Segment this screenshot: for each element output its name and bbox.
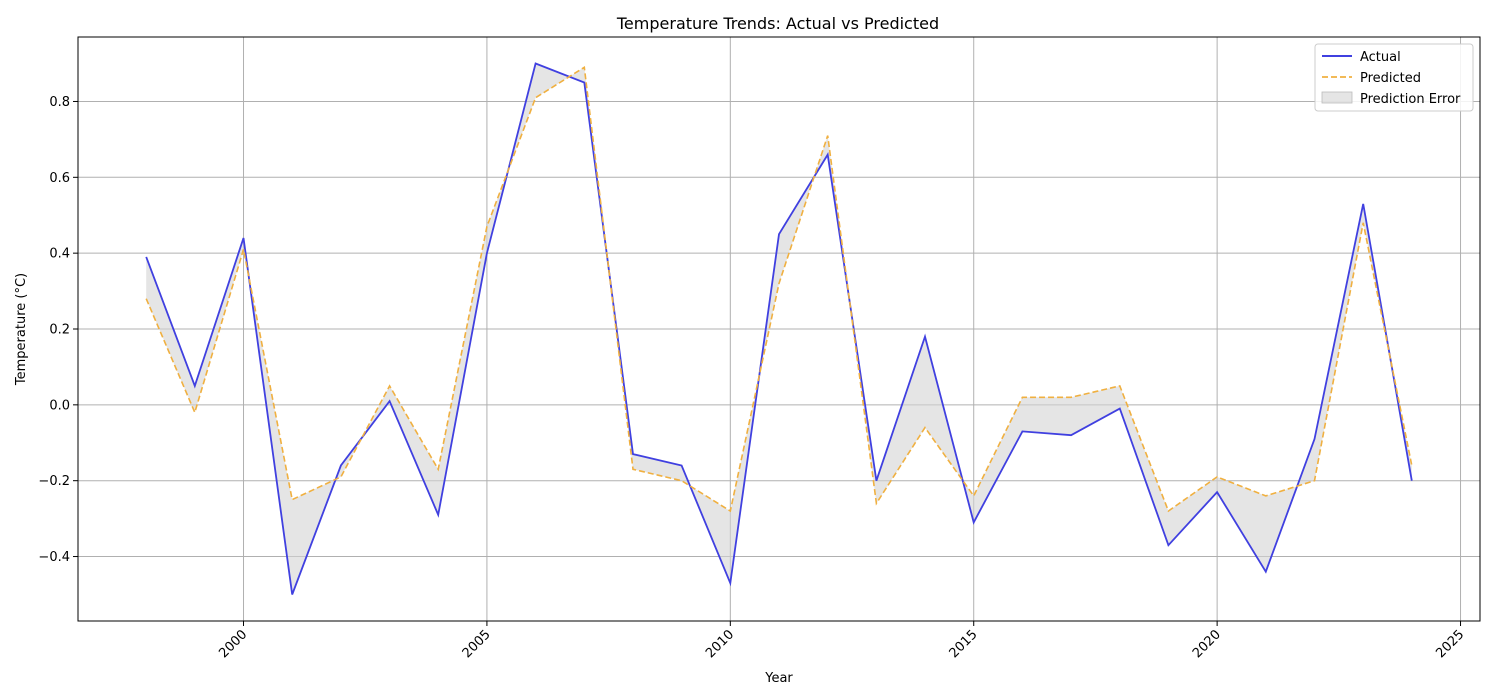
point-actual-2015	[972, 520, 976, 524]
point-predicted-2002	[339, 475, 343, 479]
point-predicted-2024	[1410, 464, 1414, 468]
point-actual-2006	[534, 62, 538, 66]
point-actual-2017	[1069, 433, 1073, 437]
point-actual-1998	[144, 255, 148, 259]
point-predicted-2023	[1361, 221, 1365, 225]
y-tick-label-5: 0.6	[49, 171, 70, 186]
point-predicted-2008	[631, 467, 635, 471]
point-predicted-2014	[923, 426, 927, 430]
point-actual-2014	[923, 335, 927, 339]
x-tick-label-1: 2005	[460, 627, 494, 661]
point-actual-2011	[777, 232, 781, 236]
x-tick-label-4: 2020	[1190, 627, 1224, 661]
y-tick-label-6: 0.8	[49, 95, 70, 110]
point-actual-2018	[1118, 407, 1122, 411]
point-actual-2016	[1020, 429, 1024, 433]
point-predicted-2017	[1069, 395, 1073, 399]
y-tick-label-1: −0.2	[38, 474, 70, 489]
point-predicted-2021	[1264, 494, 1268, 498]
legend-box	[1314, 43, 1474, 112]
point-predicted-2001	[290, 498, 294, 502]
point-predicted-2018	[1118, 384, 1122, 388]
point-predicted-2005	[485, 225, 489, 229]
point-predicted-1998	[144, 297, 148, 301]
grid-lines	[78, 37, 1480, 621]
x-tick-label-5: 2025	[1433, 627, 1467, 661]
point-actual-2001	[290, 592, 294, 596]
point-predicted-2013	[874, 501, 878, 505]
legend-label-actual: Actual	[1360, 50, 1401, 65]
point-predicted-2016	[1020, 395, 1024, 399]
point-predicted-2022	[1312, 479, 1316, 483]
point-predicted-2006	[534, 96, 538, 100]
x-tick-label-3: 2015	[947, 627, 981, 661]
legend: Actual Predicted Prediction Error	[1314, 43, 1474, 112]
point-actual-2020	[1215, 490, 1219, 494]
point-actual-2022	[1312, 437, 1316, 441]
point-actual-2004	[436, 513, 440, 517]
chart-title: Temperature Trends: Actual vs Predicted	[616, 14, 939, 33]
point-actual-2010	[728, 581, 732, 585]
legend-label-predicted: Predicted	[1360, 71, 1421, 86]
y-tick-label-3: 0.2	[49, 323, 70, 338]
point-actual-2005	[485, 251, 489, 255]
point-actual-2012	[826, 153, 830, 157]
series-line-actual	[145, 62, 1413, 595]
point-actual-2019	[1166, 543, 1170, 547]
x-axis-ticks: 2000 2005 2010 2015 2020 2025	[216, 621, 1467, 661]
point-actual-1999	[193, 384, 197, 388]
x-tick-label-2: 2010	[703, 627, 737, 661]
point-predicted-2009	[680, 479, 684, 483]
point-predicted-2015	[972, 494, 976, 498]
point-actual-2002	[339, 464, 343, 468]
x-tick-label-0: 2000	[216, 627, 250, 661]
series-lines	[144, 62, 1414, 596]
series-line-predicted	[145, 65, 1413, 513]
point-actual-2009	[680, 464, 684, 468]
y-tick-label-4: 0.4	[49, 247, 70, 262]
legend-label-prediction-error: Prediction Error	[1360, 92, 1461, 107]
point-actual-2000	[242, 236, 246, 240]
point-predicted-2004	[436, 467, 440, 471]
point-predicted-2010	[728, 509, 732, 513]
point-actual-2024	[1410, 479, 1414, 483]
y-tick-label-0: −0.4	[38, 550, 70, 565]
point-predicted-2003	[388, 384, 392, 388]
point-actual-2023	[1361, 202, 1365, 206]
point-predicted-2011	[777, 281, 781, 285]
point-predicted-2007	[582, 65, 586, 69]
y-axis-label: Temperature (°C)	[14, 273, 29, 386]
point-predicted-2012	[826, 134, 830, 138]
point-actual-2013	[874, 479, 878, 483]
x-axis-label: Year	[764, 671, 793, 686]
point-predicted-2000	[242, 247, 246, 251]
point-predicted-1999	[193, 410, 197, 414]
y-tick-label-2: 0.0	[49, 398, 70, 413]
point-actual-2021	[1264, 570, 1268, 574]
y-axis-ticks: −0.4 −0.2 0.0 0.2 0.4 0.6 0.8	[38, 95, 78, 565]
legend-swatch-prediction-error	[1321, 91, 1353, 104]
point-predicted-2019	[1166, 509, 1170, 513]
point-actual-2003	[388, 399, 392, 403]
point-predicted-2020	[1215, 475, 1219, 479]
